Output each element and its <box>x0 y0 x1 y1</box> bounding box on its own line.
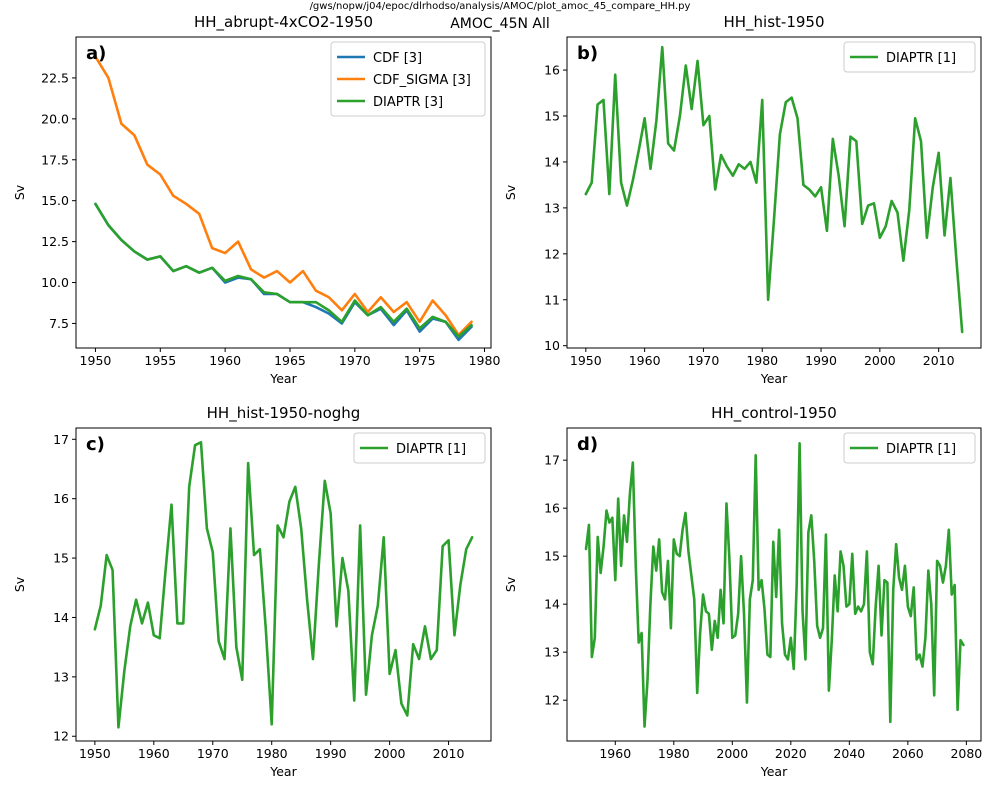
series-line-diaptr <box>93 440 474 729</box>
y-tick-label: 13 <box>53 669 69 684</box>
legend-label: DIAPTR [3] <box>373 95 443 110</box>
x-tick-label: 1960 <box>629 353 661 368</box>
y-tick-label: 16 <box>53 491 69 506</box>
panel-label: d) <box>577 434 598 455</box>
x-tick-label: 1960 <box>209 353 241 368</box>
x-tick-label: 2000 <box>374 746 406 761</box>
y-tick-label: 15.0 <box>41 193 69 208</box>
x-tick-label: 1970 <box>688 353 720 368</box>
x-tick-label: 1990 <box>805 353 837 368</box>
x-tick-label: 1990 <box>315 746 347 761</box>
series-line-diaptr <box>584 442 965 728</box>
x-tick-label: 1960 <box>599 746 631 761</box>
x-tick-label: 1970 <box>339 353 371 368</box>
x-tick-label: 1955 <box>144 353 176 368</box>
x-tick-label: 1950 <box>79 746 111 761</box>
axes-frame <box>566 427 982 742</box>
x-axis-label: Year <box>269 371 297 386</box>
panel-d: 1960 1980 2000 2020 2040 2060 2080 12 13 14 15 16 17… <box>503 404 982 779</box>
legend-label: CDF [3] <box>373 51 422 66</box>
y-axis-label: Sv <box>503 576 518 592</box>
legend-label: CDF_SIGMA [3] <box>373 73 471 88</box>
x-axis-label: Year <box>760 371 788 386</box>
series-line-cdf_sigma <box>94 55 473 337</box>
x-tick-label: 2040 <box>833 746 865 761</box>
panel-title: HH_hist-1950-noghg <box>207 404 361 423</box>
y-tick-label: 15 <box>53 551 69 566</box>
x-tick-label: 1980 <box>746 353 778 368</box>
axes-frame <box>75 427 492 742</box>
y-axis-label: Sv <box>503 184 518 200</box>
panel-a: 1950 1955 1960 1965 1970 1975 1980 7.5 10.0 12.5 1… <box>12 13 500 386</box>
panel-title: HH_hist-1950 <box>723 13 824 32</box>
y-tick-label: 15 <box>544 549 560 564</box>
x-tick-label: 1980 <box>256 746 288 761</box>
panel-b: 1950 1960 1970 1980 1990 2000 2010101112131415… <box>503 13 982 386</box>
y-tick-label: 11 <box>544 292 560 307</box>
legend-box <box>353 432 486 464</box>
axes-frame <box>75 36 492 349</box>
x-tick-label: 2080 <box>950 746 982 761</box>
figure-suptitle: AMOC_45N All <box>450 16 550 32</box>
panel-title: HH_control-1950 <box>711 404 837 423</box>
x-tick-label: 2000 <box>864 353 896 368</box>
y-tick-label: 10 <box>544 338 560 353</box>
x-axis-label: Year <box>760 764 788 779</box>
x-tick-label: 1980 <box>658 746 690 761</box>
y-tick-label: 13 <box>544 645 560 660</box>
panel-label: b) <box>577 43 598 64</box>
y-tick-label: 12 <box>544 246 560 261</box>
y-tick-label: 17 <box>544 453 560 468</box>
legend-box <box>843 432 976 464</box>
legend-label: DIAPTR [1] <box>396 442 466 457</box>
x-tick-label: 1975 <box>404 353 436 368</box>
y-tick-label: 17.5 <box>41 152 69 167</box>
x-tick-label: 1950 <box>80 353 112 368</box>
y-tick-label: 7.5 <box>49 316 69 331</box>
legend-box <box>843 41 976 73</box>
y-tick-label: 20.0 <box>41 111 69 126</box>
x-tick-label: 2020 <box>775 746 807 761</box>
series-line-diaptr <box>584 45 964 334</box>
legend-label: DIAPTR [1] <box>886 442 956 457</box>
y-tick-label: 13 <box>544 200 560 215</box>
y-tick-label: 12 <box>53 729 69 744</box>
x-tick-label: 1950 <box>570 353 602 368</box>
y-tick-label: 10.0 <box>41 275 69 290</box>
panel-c: 1950 1960 1970 1980 1990 2000 2010 12 13 14 15 16 17… <box>12 404 492 779</box>
y-tick-label: 17 <box>53 432 69 447</box>
x-tick-label: 2060 <box>892 746 924 761</box>
legend-label: DIAPTR [1] <box>886 51 956 66</box>
y-tick-label: 15 <box>544 109 560 124</box>
x-tick-label: 2010 <box>923 353 955 368</box>
y-tick-label: 12.5 <box>41 234 69 249</box>
panel-label: c) <box>86 434 105 455</box>
panel-label: a) <box>86 43 106 64</box>
axes-frame <box>566 36 982 349</box>
y-tick-label: 22.5 <box>41 70 69 85</box>
x-tick-label: 2000 <box>716 746 748 761</box>
panel-title: HH_abrupt-4xCO2-1950 <box>194 13 373 32</box>
y-axis-label: Sv <box>12 576 27 592</box>
x-tick-label: 1960 <box>138 746 170 761</box>
x-tick-label: 2010 <box>433 746 465 761</box>
figure-path-title: /gws/nopw/j04/epoc/dlrhodso/analysis/AMO… <box>310 1 691 12</box>
x-tick-label: 1965 <box>274 353 306 368</box>
y-tick-label: 14 <box>544 597 560 612</box>
y-tick-label: 16 <box>544 501 560 516</box>
x-tick-label: 1980 <box>469 353 501 368</box>
y-tick-label: 14 <box>544 154 560 169</box>
y-axis-label: Sv <box>12 184 27 200</box>
y-tick-label: 14 <box>53 610 69 625</box>
y-tick-label: 12 <box>544 693 560 708</box>
y-tick-label: 16 <box>544 63 560 78</box>
legend-box <box>330 41 486 117</box>
x-axis-label: Year <box>269 764 297 779</box>
x-tick-label: 1970 <box>197 746 229 761</box>
series-line-diaptr <box>94 202 473 338</box>
